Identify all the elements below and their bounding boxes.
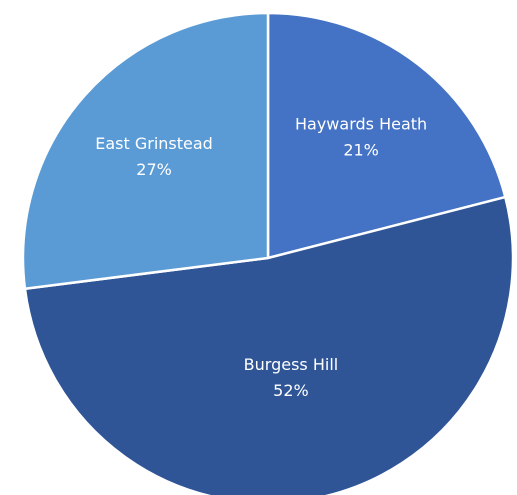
slice-percent-east-grinstead: 27%	[136, 160, 172, 179]
pie-slice-burgess-hill	[23, 195, 515, 495]
slice-label-haywards-heath: Haywards Heath	[295, 114, 427, 133]
pie-slices	[21, 11, 515, 495]
pie-slice-haywards-heath	[266, 11, 507, 260]
pie-labels: Haywards Heath 21% Burgess Hill 52% East Gri…	[95, 114, 427, 399]
slice-percent-burgess-hill: 52%	[273, 381, 309, 400]
slice-percent-haywards-heath: 21%	[343, 140, 379, 159]
pie-slice-east-grinstead	[21, 11, 270, 290]
slice-label-east-grinstead: East Grinstead	[95, 134, 213, 153]
slice-label-burgess-hill: Burgess Hill	[244, 355, 339, 374]
